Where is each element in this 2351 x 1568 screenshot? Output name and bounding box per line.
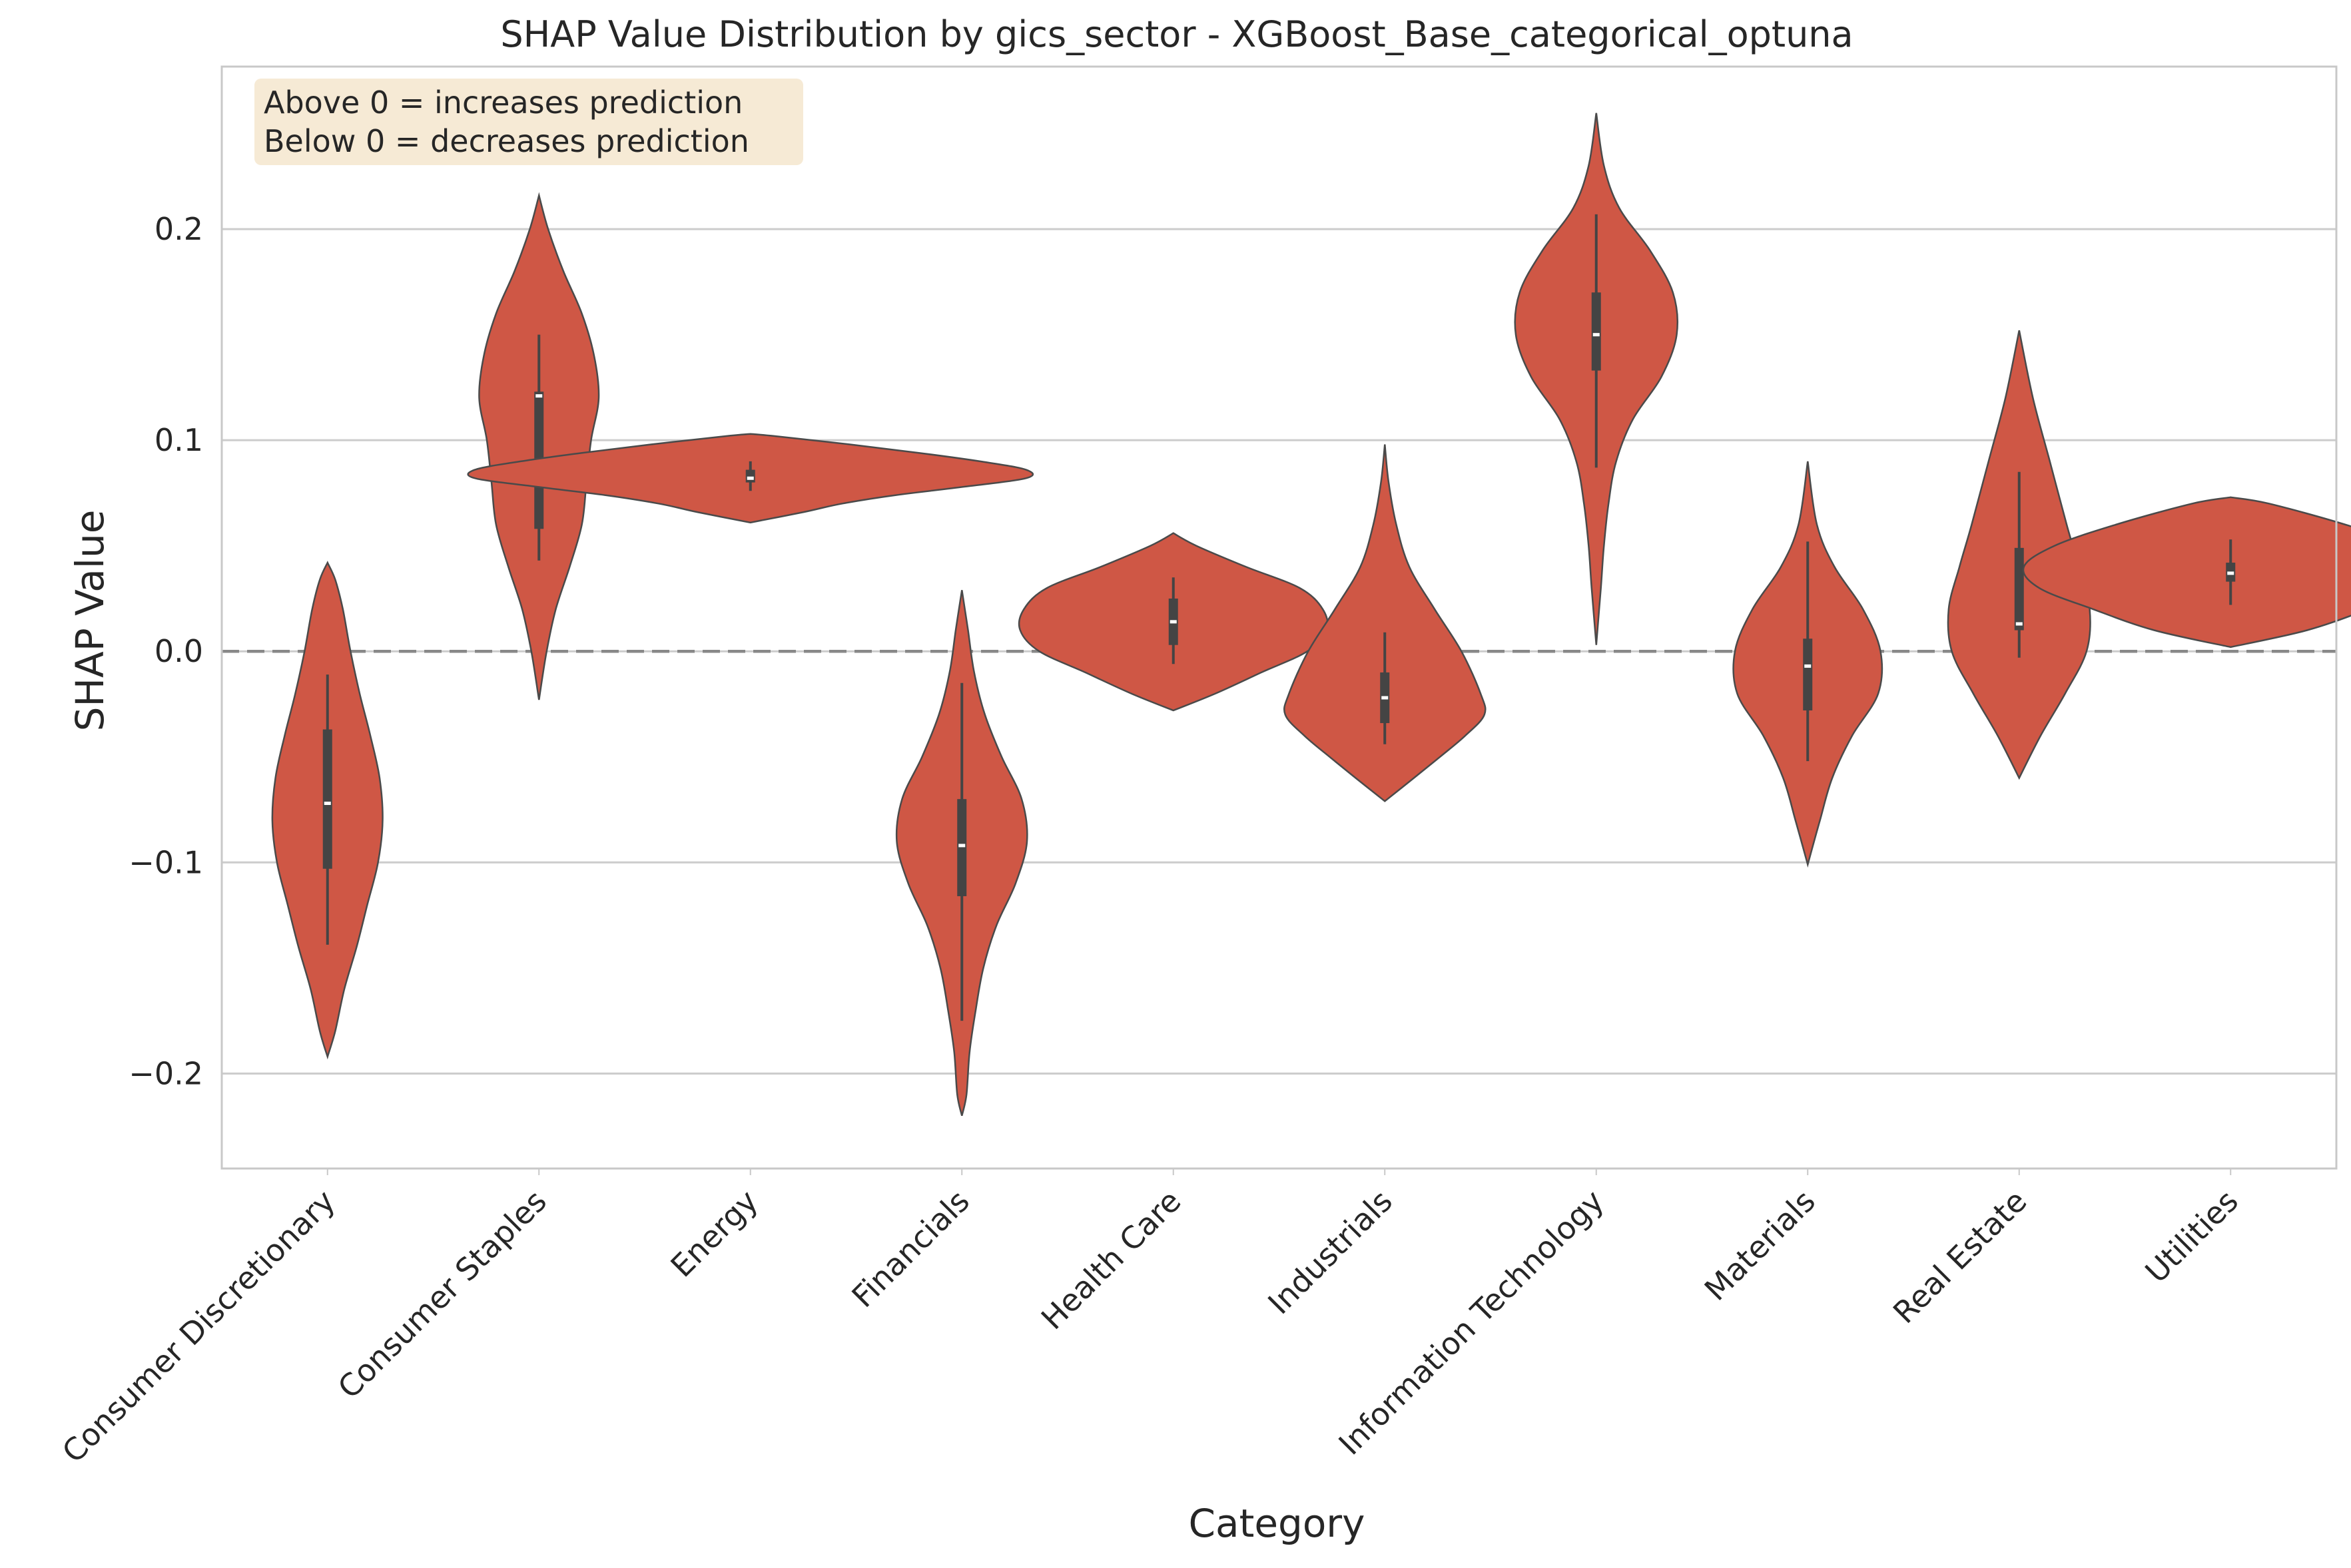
violin-median bbox=[958, 844, 966, 848]
violin-iqr-box bbox=[745, 469, 755, 483]
annotation-box: Above 0 = increases prediction Below 0 =… bbox=[254, 79, 803, 165]
chart-title: SHAP Value Distribution by gics_sector -… bbox=[500, 13, 1853, 55]
violin-median bbox=[1381, 696, 1389, 700]
violin-utilities bbox=[2022, 496, 2351, 649]
violin-median bbox=[324, 802, 331, 806]
violin-consumer-discretionary bbox=[271, 561, 384, 1060]
axes-frame bbox=[220, 65, 2338, 1170]
violin-median bbox=[1804, 664, 1812, 668]
annotation-line-2: Below 0 = decreases prediction bbox=[264, 123, 749, 159]
violin-median bbox=[535, 394, 543, 398]
violin-median bbox=[1170, 620, 1177, 624]
annotation-line-1: Above 0 = increases prediction bbox=[264, 85, 743, 121]
violin-iqr-box bbox=[1591, 292, 1601, 371]
violin-median bbox=[2227, 571, 2234, 575]
violin-industrials bbox=[1283, 444, 1487, 802]
x-axis-label: Category bbox=[1189, 1501, 1365, 1546]
violin-iqr-box bbox=[322, 729, 332, 869]
violin-real-estate bbox=[1947, 330, 2091, 780]
violin-body bbox=[1283, 444, 1487, 802]
violin-body bbox=[2022, 496, 2351, 649]
violin-information-technology bbox=[1514, 113, 1679, 645]
violin-median bbox=[1592, 333, 1600, 337]
violin-health-care bbox=[1018, 532, 1329, 712]
y-tick-labels: −0.2 −0.1 0.0 0.1 0.2 bbox=[129, 211, 203, 1091]
y-tick-label: 0.2 bbox=[155, 211, 203, 247]
violin-iqr-box bbox=[957, 799, 967, 897]
violin-iqr-box bbox=[2014, 547, 2024, 631]
y-tick-label: 0.0 bbox=[155, 633, 203, 669]
violin-median bbox=[2015, 622, 2023, 626]
violin-materials bbox=[1732, 461, 1883, 868]
y-tick-label: −0.2 bbox=[129, 1055, 203, 1091]
violin-energy bbox=[467, 433, 1034, 524]
violin-iqr-box bbox=[1803, 639, 1813, 711]
y-axis-label: SHAP Value bbox=[67, 510, 113, 732]
violin-median bbox=[747, 476, 754, 480]
y-tick-label: 0.1 bbox=[155, 422, 203, 458]
y-tick-label: −0.1 bbox=[129, 844, 203, 880]
violin-financials bbox=[895, 590, 1028, 1116]
violin-layer bbox=[271, 113, 2351, 1116]
annotation-background bbox=[254, 79, 803, 165]
violin-consumer-staples bbox=[478, 192, 600, 700]
